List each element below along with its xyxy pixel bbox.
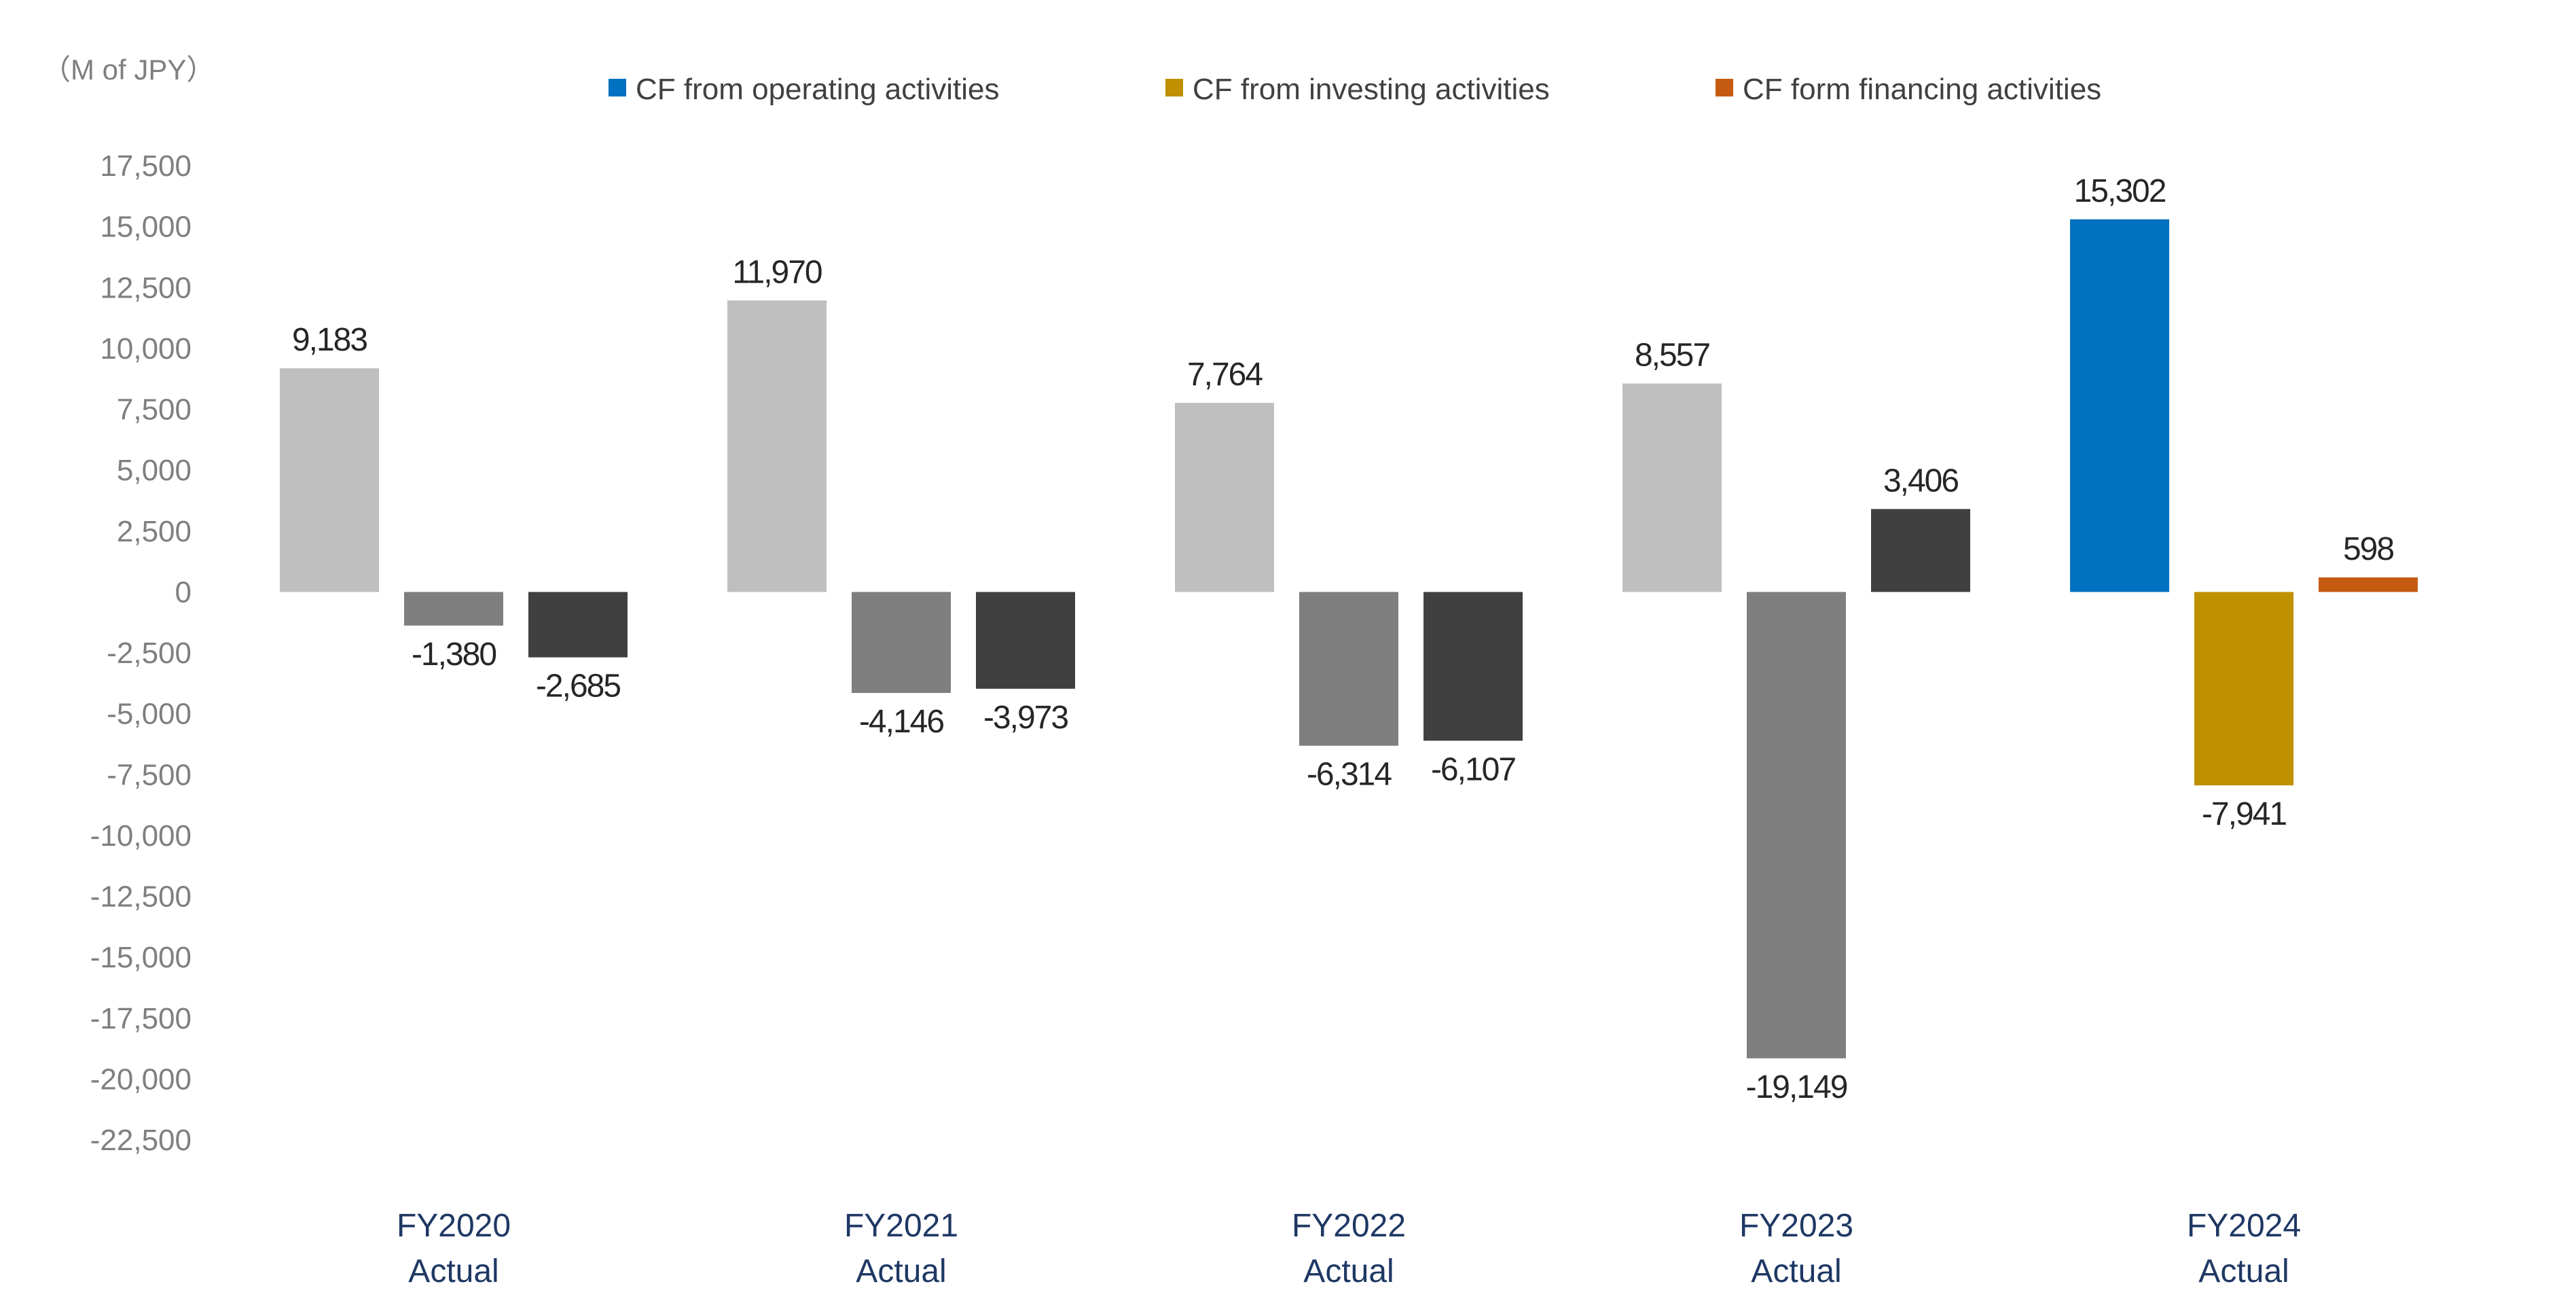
y-tick-label: -15,000 <box>90 941 192 974</box>
data-label: -6,107 <box>1431 751 1515 787</box>
bar <box>2194 592 2293 786</box>
data-label: 3,406 <box>1883 463 1958 499</box>
bars <box>280 219 2418 1058</box>
y-tick-label: 15,000 <box>100 211 192 244</box>
y-tick-label: 2,500 <box>117 515 192 548</box>
legend-label: CF form financing activities <box>1743 73 2101 106</box>
x-category-label: FY2020 <box>397 1208 511 1244</box>
x-category-label: FY2023 <box>1739 1208 1853 1244</box>
bar <box>280 368 379 592</box>
data-label: -6,314 <box>1307 757 1392 793</box>
y-tick-label: -2,500 <box>107 637 192 670</box>
x-category-sublabel: Actual <box>408 1253 498 1289</box>
data-label: 598 <box>2343 531 2393 567</box>
x-category-label: FY2021 <box>844 1208 958 1244</box>
bar <box>1175 403 1274 592</box>
bar <box>852 592 951 694</box>
y-tick-label: 7,500 <box>117 393 192 427</box>
data-label: 15,302 <box>2074 173 2166 209</box>
y-tick-label: -5,000 <box>107 698 192 731</box>
data-label: -7,941 <box>2202 796 2286 832</box>
bar <box>1871 509 1970 592</box>
y-tick-label: -7,500 <box>107 758 192 791</box>
x-category-sublabel: Actual <box>856 1253 946 1289</box>
data-label: -19,149 <box>1746 1069 1847 1105</box>
bar <box>404 592 503 626</box>
data-label: 11,970 <box>732 254 822 290</box>
y-tick-label: 0 <box>175 575 192 609</box>
bar <box>528 592 628 658</box>
x-category-label: FY2022 <box>1292 1208 1406 1244</box>
legend-swatch <box>1165 79 1183 96</box>
unit-label: （M of JPY） <box>42 54 215 86</box>
y-tick-label: -12,500 <box>90 880 192 914</box>
bar <box>1747 592 1846 1058</box>
bar <box>1423 592 1523 741</box>
bar <box>1299 592 1398 746</box>
data-label: 9,183 <box>292 322 367 358</box>
data-label: -1,380 <box>412 637 496 673</box>
legend-swatch <box>1716 79 1733 96</box>
bar <box>1622 383 1722 592</box>
data-label: -4,146 <box>859 704 943 740</box>
legend-label: CF from operating activities <box>636 73 1000 106</box>
y-tick-label: 5,000 <box>117 454 192 487</box>
bar <box>727 300 827 592</box>
legend-swatch <box>609 79 626 96</box>
x-category-sublabel: Actual <box>1303 1253 1394 1289</box>
data-label: 7,764 <box>1187 357 1263 393</box>
bar <box>2070 219 2169 592</box>
y-tick-label: 17,500 <box>100 149 192 183</box>
y-tick-label: -22,500 <box>90 1124 192 1157</box>
x-category-sublabel: Actual <box>1751 1253 1841 1289</box>
y-tick-label: -17,500 <box>90 1002 192 1035</box>
y-tick-label: 12,500 <box>100 271 192 304</box>
y-axis: 17,500 15,000 12,500 10,000 7,500 5,000 2,500 0… <box>90 149 192 1157</box>
legend-label: CF from investing activities <box>1193 73 1550 106</box>
data-label: -2,685 <box>536 668 620 704</box>
x-axis: FY2020 Actual FY2021 Actual FY2022 Actual FY20… <box>397 1208 2301 1289</box>
y-tick-label: -10,000 <box>90 819 192 853</box>
legend: CF from operating activities CF from inve… <box>609 73 2101 106</box>
bar <box>2319 577 2418 592</box>
y-tick-label: 10,000 <box>100 332 192 365</box>
data-labels: 9,183 11,970 7,764 8,557 15,302 -1,380 -4,146 -… <box>292 173 2395 1105</box>
data-label: 8,557 <box>1635 338 1709 374</box>
y-tick-label: -20,000 <box>90 1063 192 1096</box>
x-category-label: FY2024 <box>2187 1208 2301 1244</box>
x-category-sublabel: Actual <box>2198 1253 2289 1289</box>
data-label: -3,973 <box>983 700 1068 736</box>
bar <box>976 592 1075 689</box>
